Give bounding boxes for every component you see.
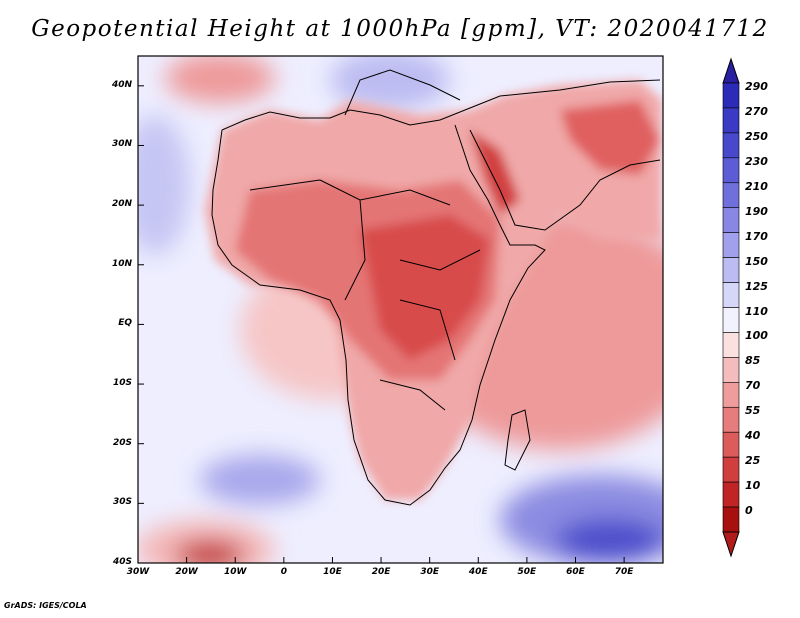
- latitude-label: 30N: [111, 139, 132, 150]
- colorbar-level-label: 170: [745, 229, 768, 243]
- colorbar-swatch: [722, 456, 740, 483]
- longitude-label: 20W: [175, 567, 198, 577]
- colorbar-swatch: [722, 406, 740, 433]
- chart-title: Geopotential Height at 1000hPa [gpm], VT…: [31, 16, 769, 42]
- colorbar-level-label: 150: [745, 254, 768, 268]
- colorbar-swatch: [722, 232, 740, 258]
- latitude-label: 10N: [111, 258, 132, 269]
- latitude-label: 40N: [111, 79, 132, 90]
- latitude-label: 40S: [112, 557, 132, 567]
- colorbar-level-label: 230: [745, 154, 768, 168]
- colorbar-top-arrow: [722, 57, 740, 84]
- longitude-label: 30E: [420, 567, 439, 577]
- colorbar-swatch: [722, 332, 740, 358]
- longitude-label: 20E: [371, 567, 391, 577]
- colorbar-level-label: 290: [745, 80, 768, 93]
- colorbar-level-label: 25: [745, 454, 761, 468]
- colorbar-swatch: [722, 182, 740, 209]
- longitude-label: 60E: [566, 567, 585, 577]
- colorbar-level-label: 55: [745, 404, 761, 418]
- colorbar-swatch: [722, 257, 740, 283]
- colorbar-level-label: 85: [745, 354, 761, 368]
- colorbar-swatch: [722, 382, 740, 408]
- height-field: [138, 56, 663, 563]
- colorbar-swatch: [722, 481, 740, 508]
- colorbar-level-label: 210: [745, 179, 768, 193]
- colorbar-level-label: 270: [745, 104, 768, 118]
- axis-ticks: [137, 85, 625, 564]
- longitude-label: 30W: [126, 567, 150, 577]
- longitude-label: 0: [280, 567, 287, 577]
- colorbar-level-label: 10: [745, 479, 761, 493]
- colorbar-bottom-arrow: [722, 531, 740, 558]
- longitude-label: 40E: [468, 567, 488, 577]
- colorbar-swatch: [722, 82, 740, 109]
- colorbar-level-label: 100: [745, 329, 768, 343]
- grads-credit: GrADS: IGES/COLA: [4, 601, 87, 610]
- colorbar-swatch: [722, 157, 740, 184]
- colorbar-level-label: 190: [745, 204, 768, 218]
- colorbar-swatch: [722, 107, 740, 134]
- longitude-label: 50E: [517, 567, 537, 577]
- latitude-label: 30S: [112, 497, 132, 508]
- colorbar-swatch: [722, 132, 740, 159]
- latitude-label: EQ: [118, 318, 132, 329]
- latitude-label: 10S: [112, 378, 132, 389]
- latitude-label: 20N: [111, 199, 132, 210]
- longitude-label: 10W: [223, 567, 247, 577]
- colorbar: [722, 57, 740, 558]
- colorbar-swatch: [722, 506, 740, 533]
- coastline-outlines: [211, 69, 661, 506]
- colorbar-level-label: 110: [745, 304, 768, 318]
- longitude-label: 70E: [614, 567, 634, 577]
- colorbar-level-label: 125: [745, 279, 768, 293]
- colorbar-level-label: 70: [745, 379, 761, 393]
- colorbar-swatch: [722, 207, 740, 233]
- colorbar-swatch: [722, 357, 740, 383]
- longitude-label: 10E: [323, 567, 342, 577]
- latitude-label: 20S: [112, 437, 132, 448]
- colorbar-swatch: [722, 282, 740, 308]
- colorbar-swatch: [722, 307, 740, 333]
- colorbar-level-label: 0: [745, 504, 753, 518]
- colorbar-swatch: [722, 431, 740, 458]
- colorbar-level-label: 40: [745, 429, 761, 443]
- colorbar-level-label: 250: [745, 129, 768, 143]
- plot-frame: [137, 55, 664, 564]
